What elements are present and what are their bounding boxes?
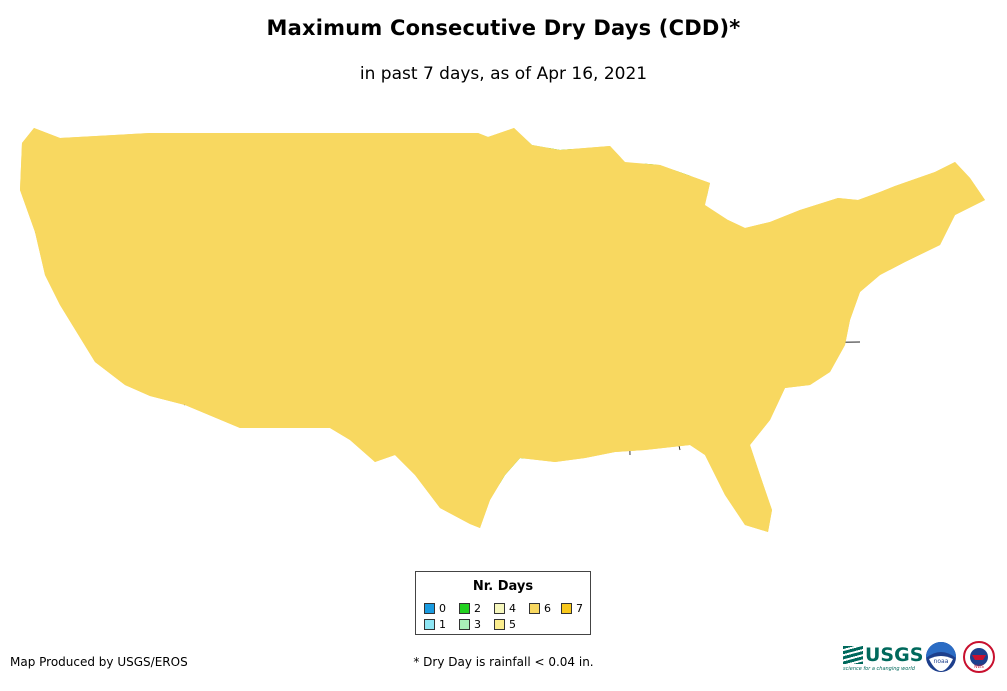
usgs-tagline: science for a changing world (843, 666, 915, 672)
legend-label: 3 (474, 618, 481, 631)
map-subtitle: in past 7 days, as of Apr 16, 2021 (359, 64, 648, 84)
legend-item-2: 2 (459, 603, 481, 615)
legend-item-6: 6 (529, 603, 551, 615)
legend-label: 4 (509, 602, 516, 615)
legend-item-0: 0 (424, 603, 446, 615)
nws-logo-icon: NWS (963, 641, 995, 673)
legend-title: Nr. Days (472, 579, 534, 594)
usgs-logo: USGS (843, 643, 923, 667)
noaa-logo-icon: noaa (926, 642, 956, 672)
legend-swatch (424, 603, 435, 614)
legend-swatch (529, 603, 540, 614)
legend-swatch (424, 619, 435, 630)
legend-item-5: 5 (494, 619, 516, 631)
legend-swatch (494, 619, 505, 630)
map-credit: Map Produced by USGS/EROS (10, 655, 188, 669)
noaa-logo-text: noaa (934, 658, 949, 665)
map-title: Maximum Consecutive Dry Days (CDD)* (266, 16, 741, 40)
nws-logo-text: NWS (974, 664, 984, 669)
legend-label: 7 (576, 602, 583, 615)
legend-swatch (494, 603, 505, 614)
dry-day-footnote: * Dry Day is rainfall < 0.04 in. (413, 655, 594, 669)
usgs-logo-text: USGS (865, 644, 924, 666)
legend-swatch (561, 603, 572, 614)
legend-label: 0 (439, 602, 446, 615)
usgs-wave-icon (843, 646, 863, 664)
legend-item-4: 4 (494, 603, 516, 615)
legend-item-3: 3 (459, 619, 481, 631)
legend-label: 5 (509, 618, 516, 631)
legend: Nr. Days 0 1 2 3 4 5 6 7 (415, 571, 591, 635)
legend-swatch (459, 603, 470, 614)
legend-item-1: 1 (424, 619, 446, 631)
legend-label: 2 (474, 602, 481, 615)
legend-swatch (459, 619, 470, 630)
legend-label: 1 (439, 618, 446, 631)
legend-item-7: 7 (561, 603, 583, 615)
legend-label: 6 (544, 602, 551, 615)
